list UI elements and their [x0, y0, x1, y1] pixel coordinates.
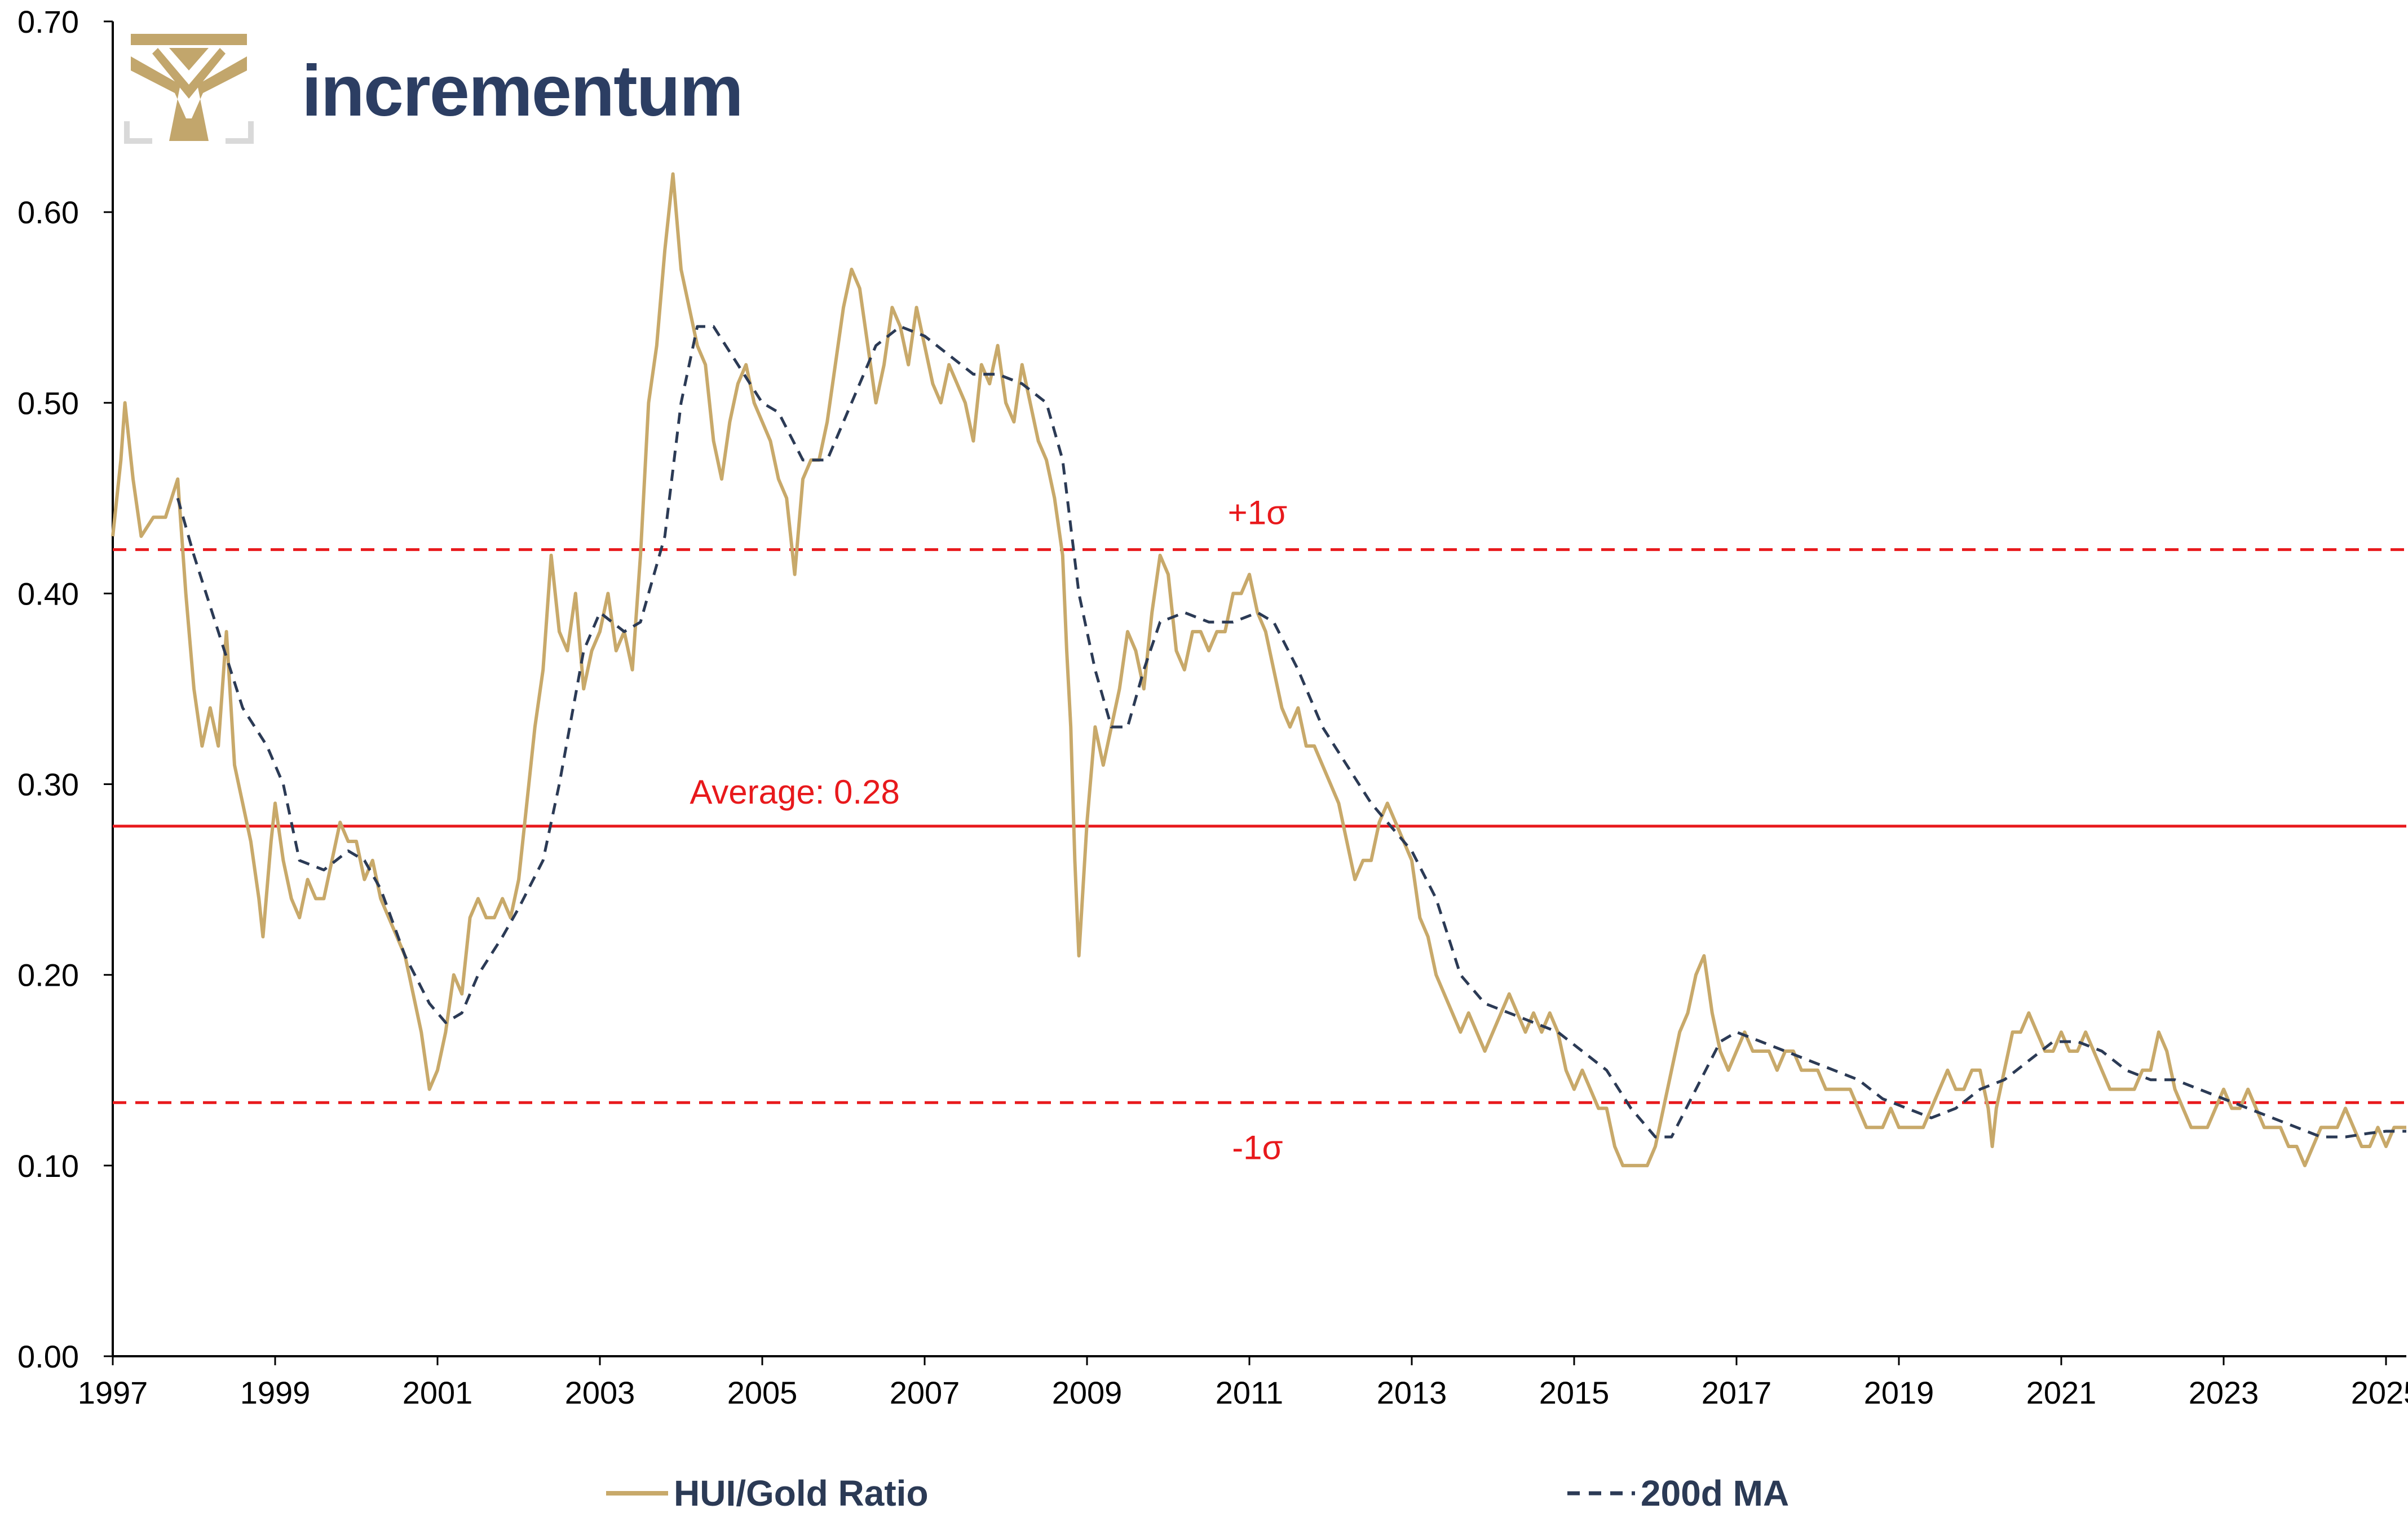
x-tick-label: 2011 — [1216, 1375, 1283, 1410]
x-tick-label: 2013 — [1377, 1375, 1447, 1410]
y-tick-label: 0.60 — [17, 195, 79, 230]
series-line-hui-gold-ratio — [111, 172, 2406, 1167]
x-tick-label: 2021 — [2026, 1375, 2097, 1410]
x-tick-label: 2003 — [565, 1375, 635, 1410]
series-layer — [111, 172, 2406, 1167]
series-line-200d-ma — [176, 325, 2406, 1139]
y-tick-label: 0.20 — [17, 958, 79, 993]
minus-sigma-label: -1σ — [1232, 1128, 1283, 1166]
x-tick-label: 2019 — [1864, 1375, 1934, 1410]
y-tick-label: 0.50 — [17, 385, 79, 421]
plus-sigma-label: +1σ — [1228, 494, 1287, 532]
x-tick-label: 2025 — [2351, 1375, 2408, 1410]
x-tick-label: 2007 — [890, 1375, 960, 1410]
x-tick-label: 1997 — [78, 1375, 148, 1410]
x-tick-label: 2005 — [727, 1375, 798, 1410]
x-tick-label: 2023 — [2189, 1375, 2259, 1410]
average-label: Average: 0.28 — [690, 773, 900, 811]
x-tick-label: 2001 — [403, 1375, 473, 1410]
reference-lines — [113, 548, 2406, 1104]
y-tick-label: 0.00 — [17, 1339, 79, 1374]
x-tick-label: 1999 — [240, 1375, 311, 1410]
axes: 0.00 0.10 0.20 0.30 0.40 0.50 0.60 0.70 1997 1999… — [17, 4, 2408, 1410]
x-tick-label: 2015 — [1539, 1375, 1610, 1410]
legend-label-ma: 200d MA — [1641, 1473, 1789, 1514]
incrementum-logo-icon — [124, 28, 254, 144]
y-tick-label: 0.40 — [17, 576, 79, 611]
y-tick-label: 0.70 — [17, 4, 79, 39]
x-tick-label: 2009 — [1052, 1375, 1123, 1410]
y-tick-label: 0.10 — [17, 1148, 79, 1184]
legend-label-ratio: HUI/Gold Ratio — [674, 1473, 929, 1514]
legend: HUI/Gold Ratio 200d MA — [606, 1473, 1789, 1514]
brand-name: incrementum — [302, 51, 743, 131]
x-tick-label: 2017 — [1702, 1375, 1772, 1410]
y-tick-label: 0.30 — [17, 767, 79, 802]
